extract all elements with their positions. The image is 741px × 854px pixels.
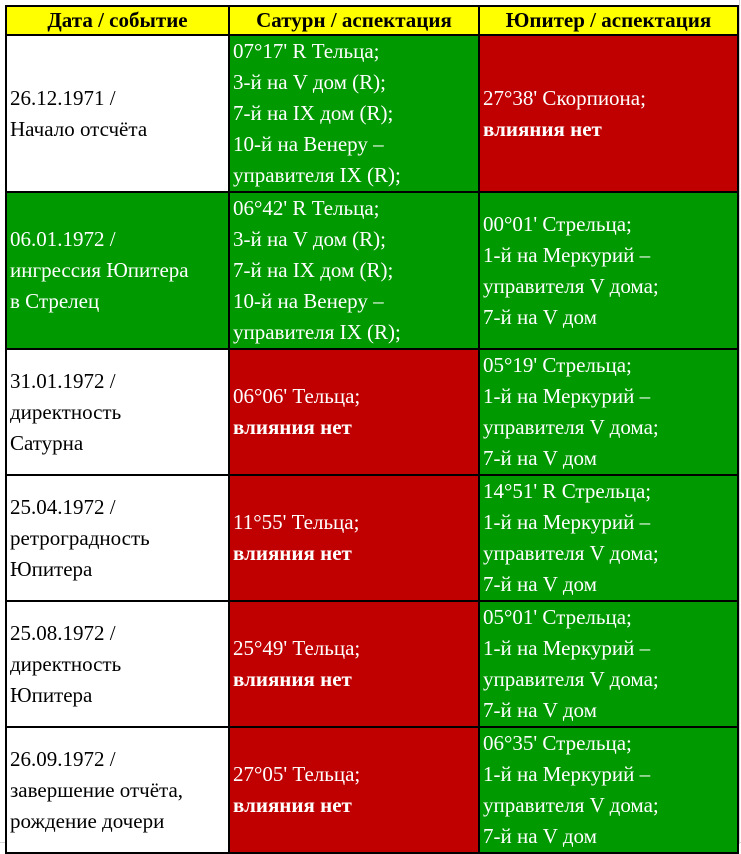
cell-date: 25.04.1972 / ретроградность Юпитера xyxy=(5,474,230,602)
cell-line: Юпитера xyxy=(10,682,93,707)
cell-date: 26.09.1972 / завершение отчёта, рождение д… xyxy=(5,726,230,854)
cell-line: директность xyxy=(10,399,122,424)
header-row: Дата / событие Сатурн / аспектация Юпите… xyxy=(5,5,739,36)
cell-line: 7-й на V дом xyxy=(483,572,597,596)
cell-saturn: 27°05' Тельца; влияния нет xyxy=(228,726,480,854)
cell-line: управителя V дома; xyxy=(483,415,659,439)
cell-jupiter: 27°38' Скорпиона; влияния нет xyxy=(478,34,739,193)
cell-line: 1-й на Меркурий – xyxy=(483,636,651,660)
cell-line: 3-й на V дом (R); xyxy=(233,70,386,94)
astrology-table: Дата / событие Сатурн / аспектация Юпите… xyxy=(5,5,739,854)
cell-line: 31.01.1972 / xyxy=(10,368,116,393)
cell-line: 06°42' R Тельца; xyxy=(233,196,380,220)
no-influence-label: влияния нет xyxy=(233,541,352,565)
cell-line: 25.04.1972 / xyxy=(10,494,116,519)
table-row: 25.08.1972 / директность Юпитера 25°49' Тел… xyxy=(5,600,739,728)
cell-line: 26.09.1972 / xyxy=(10,746,116,771)
cell-saturn: 25°49' Тельца; влияния нет xyxy=(228,600,480,728)
no-influence-label: влияния нет xyxy=(233,667,352,691)
cell-jupiter: 14°51' R Стрельца; 1-й на Меркурий – управ… xyxy=(478,474,739,602)
cell-line: 7-й на V дом xyxy=(483,304,597,329)
table-row: 06.01.1972 /ингрессия Юпитера в Стрелец 06… xyxy=(5,191,739,350)
cell-line: 26.12.1971 / xyxy=(10,85,116,110)
cell-line: 3-й на V дом (R); xyxy=(233,227,386,251)
cell-date: 26.12.1971 / Начало отсчёта xyxy=(5,34,230,193)
cell-jupiter: 06°35' Стрельца; 1-й на Меркурий – управит… xyxy=(478,726,739,854)
cell-line: 1-й на Меркурий – xyxy=(483,510,651,534)
no-influence-label: влияния нет xyxy=(483,116,602,141)
cell-line: ретроградность xyxy=(10,525,150,550)
cell-line: 06°06' Тельца; xyxy=(233,384,361,408)
header-jupiter: Юпитер / аспектация xyxy=(478,5,739,36)
header-date: Дата / событие xyxy=(5,5,230,36)
cell-saturn: 11°55' Тельца; влияния нет xyxy=(228,474,480,602)
cell-line: 25.08.1972 / xyxy=(10,620,116,645)
cell-line: управителя V дома; xyxy=(483,273,659,298)
cell-line: 10-й на Венеру – xyxy=(233,132,384,156)
table-row: 26.12.1971 / Начало отсчёта 07°17' R Тельц… xyxy=(5,34,739,193)
cell-line: 11°55' Тельца; xyxy=(233,510,360,534)
cell-line: 10-й на Венеру – xyxy=(233,289,384,313)
cell-line: 7-й на IX дом (R); xyxy=(233,101,394,125)
cell-date: 06.01.1972 / ингрессия Юпитера в Стрелец xyxy=(5,191,230,350)
cell-line: 27°38' Скорпиона; xyxy=(483,85,646,110)
table-row: 25.04.1972 / ретроградность Юпитера 11°55' … xyxy=(5,474,739,602)
cell-line: 7-й на V дом xyxy=(483,698,597,722)
cell-line: 27°05' Тельца; xyxy=(233,762,361,786)
cell-line: 06.01.1972 / xyxy=(10,227,116,251)
cell-line: 25°49' Тельца; xyxy=(233,636,361,660)
cell-line: в Стрелец xyxy=(10,289,100,313)
no-influence-label: влияния нет xyxy=(233,793,352,817)
cell-line: управителя V дома; xyxy=(483,793,659,817)
cell-line: управителя V дома; xyxy=(483,667,659,691)
cell-line: 1-й на Меркурий – xyxy=(483,242,651,267)
cell-line: управителя IX (R); xyxy=(233,163,401,187)
cell-line: 1-й на Меркурий – xyxy=(483,762,651,786)
table-row: 26.09.1972 / завершение отчёта, рождение д… xyxy=(5,726,739,854)
cell-line: директность xyxy=(10,651,122,676)
cell-date: 25.08.1972 / директность Юпитера xyxy=(5,600,230,728)
cell-saturn: 06°06' Тельца; влияния нет xyxy=(228,348,480,476)
cell-line: 14°51' R Стрельца; xyxy=(483,479,652,503)
cell-date: 31.01.1972 / директность Сатурна xyxy=(5,348,230,476)
cell-line: управителя IX (R); xyxy=(233,320,401,344)
cell-line: 05°19' Стрельца; xyxy=(483,353,632,377)
no-influence-label: влияния нет xyxy=(233,415,352,439)
cell-line: Сатурна xyxy=(10,430,84,455)
cell-line: 7-й на V дом xyxy=(483,824,597,848)
cell-line: 7-й на V дом xyxy=(483,446,597,470)
cell-saturn: 07°17' R Тельца; 3-й на V дом (R); 7-й на … xyxy=(228,34,480,193)
cell-line: управителя V дома; xyxy=(483,541,659,565)
cell-line: 06°35' Стрельца; xyxy=(483,731,632,755)
cell-line: завершение отчёта, xyxy=(10,777,184,802)
cell-jupiter: 05°19' Стрельца; 1-й на Меркурий – управит… xyxy=(478,348,739,476)
cell-line: 1-й на Меркурий – xyxy=(483,384,651,408)
cell-saturn: 06°42' R Тельца; 3-й на V дом (R); 7-й на … xyxy=(228,191,480,350)
cell-line: рождение дочери xyxy=(10,808,165,833)
cell-line: Начало отсчёта xyxy=(10,116,148,141)
cell-line: 05°01' Стрельца; xyxy=(483,605,632,629)
cell-line: ингрессия Юпитера xyxy=(10,258,189,282)
cell-line: 07°17' R Тельца; xyxy=(233,39,380,63)
cell-line: 00°01' Стрельца; xyxy=(483,211,632,236)
table-row: 31.01.1972 / директность Сатурна 06°06' Тел… xyxy=(5,348,739,476)
cell-jupiter: 00°01' Стрельца; 1-й на Меркурий – управит… xyxy=(478,191,739,350)
header-saturn: Сатурн / аспектация xyxy=(228,5,480,36)
cell-line: 7-й на IX дом (R); xyxy=(233,258,394,282)
cell-jupiter: 05°01' Стрельца; 1-й на Меркурий – управит… xyxy=(478,600,739,728)
cell-line: Юпитера xyxy=(10,556,93,581)
